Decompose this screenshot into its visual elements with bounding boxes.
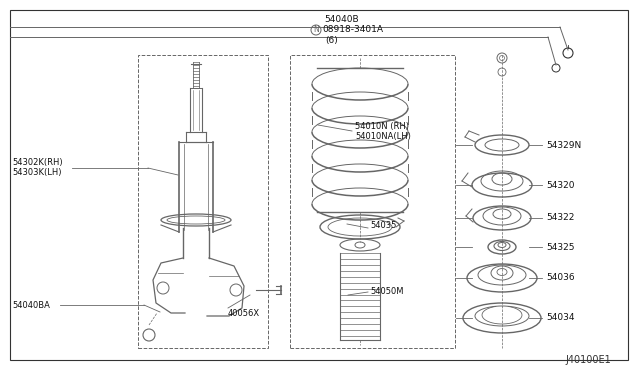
- Bar: [290, 55, 455, 348]
- Text: (6): (6): [325, 36, 338, 45]
- Text: 54050M: 54050M: [370, 288, 403, 296]
- Text: 08918-3401A: 08918-3401A: [322, 26, 383, 35]
- Text: 54325: 54325: [546, 243, 575, 251]
- Text: 54035: 54035: [370, 221, 396, 231]
- Text: 54040B: 54040B: [324, 15, 358, 23]
- Text: J40100E1: J40100E1: [565, 355, 611, 365]
- Text: 54036: 54036: [546, 273, 575, 282]
- Text: 54322: 54322: [546, 214, 574, 222]
- Bar: [138, 55, 268, 348]
- Text: 54302K(RH): 54302K(RH): [12, 157, 63, 167]
- Text: 54010N (RH): 54010N (RH): [355, 122, 409, 131]
- Text: 54040BA: 54040BA: [12, 301, 50, 310]
- Text: 54010NA(LH): 54010NA(LH): [355, 132, 411, 141]
- Text: 54329N: 54329N: [546, 141, 581, 150]
- Text: 54034: 54034: [546, 314, 575, 323]
- Text: N: N: [313, 26, 319, 35]
- Text: 54303K(LH): 54303K(LH): [12, 167, 61, 176]
- Text: 54320: 54320: [546, 180, 575, 189]
- Text: 40056X: 40056X: [228, 310, 260, 318]
